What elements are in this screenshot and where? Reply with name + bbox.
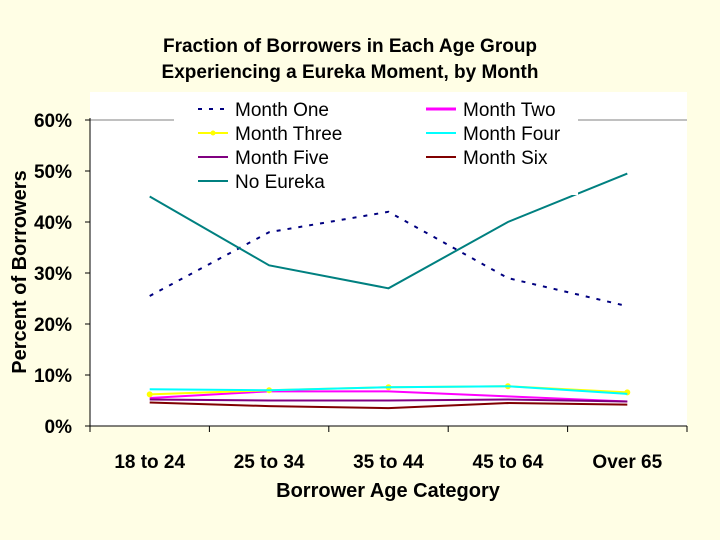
legend-label-month-five: Month Five — [235, 148, 329, 169]
x-tick-labels: 18 to 24 25 to 34 35 to 44 45 to 64 Over 65 — [114, 452, 662, 473]
y-tick-label: 30% — [34, 264, 72, 285]
legend-box — [174, 93, 578, 195]
series-lines — [146, 172, 631, 410]
legend-label-month-two: Month Two — [463, 100, 556, 121]
y-tick-labels: 0% 10% 20% 30% 40% 50% 60% — [34, 111, 72, 438]
series-line-month-four — [149, 385, 628, 395]
x-tick-label: 35 to 44 — [353, 452, 424, 473]
series-line-month-one — [149, 210, 628, 308]
data-point-month-three — [146, 391, 153, 398]
series-line-month-five — [149, 398, 628, 403]
series-line-no-eureka — [149, 172, 628, 290]
y-tick-label: 50% — [34, 162, 72, 183]
series-line-month-two — [149, 390, 628, 403]
x-tick-label: Over 65 — [592, 452, 662, 473]
x-tick-label: 45 to 64 — [473, 452, 544, 473]
legend: Month One Month Two Month Three Month Four M… — [198, 100, 561, 193]
chart-title: Fraction of Borrowers in Each Age Group — [163, 36, 537, 57]
legend-marker-month-three — [210, 130, 216, 136]
y-tick-label: 20% — [34, 315, 72, 336]
y-axis-label: Percent of Borrowers — [9, 170, 31, 373]
y-tick-label: 40% — [34, 213, 72, 234]
legend-label-month-six: Month Six — [463, 148, 548, 169]
chart-subtitle: Experiencing a Eureka Moment, by Month — [162, 62, 539, 83]
axes — [89, 118, 688, 432]
y-tick-label: 10% — [34, 366, 72, 387]
y-tick-label: 0% — [45, 417, 73, 438]
y-tick-label: 60% — [34, 111, 72, 132]
x-tick-label: 18 to 24 — [114, 452, 185, 473]
legend-label-no-eureka: No Eureka — [235, 172, 325, 193]
legend-label-month-three: Month Three — [235, 124, 342, 145]
legend-label-month-one: Month One — [235, 100, 329, 121]
x-axis-label: Borrower Age Category — [276, 480, 501, 502]
legend-label-month-four: Month Four — [463, 124, 561, 145]
series-line-month-six — [149, 401, 628, 410]
x-tick-label: 25 to 34 — [234, 452, 305, 473]
